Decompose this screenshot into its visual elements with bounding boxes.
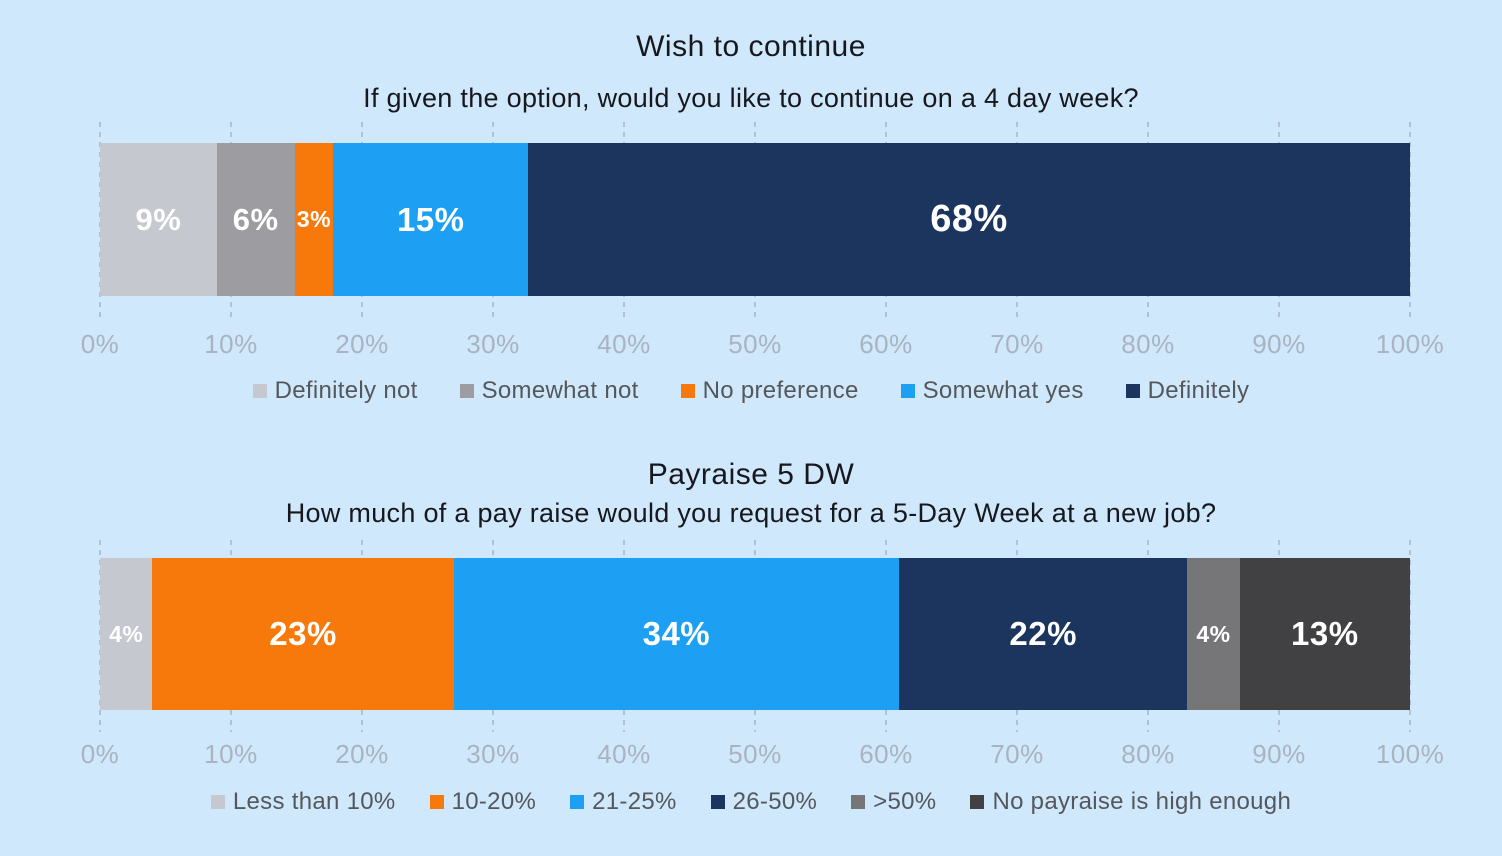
bar-segment-value-label: 6% [232,201,279,237]
legend-swatch-icon [429,795,444,809]
legend-swatch-icon [680,384,695,398]
legend-label: Less than 10% [232,788,396,815]
legend-swatch-icon [210,795,225,809]
gridline [1409,540,1411,732]
bar-segment-10-20: 23% [152,558,454,710]
bar-segment-value-label: 68% [930,198,1008,240]
bar-segment-definitely-not: 9% [100,143,217,296]
bar-segment-value-label: 34% [642,615,711,652]
chart-subtitle: How much of a pay raise would you reques… [285,498,1217,528]
legend-label: 21-25% [592,788,677,815]
x-axis-tick-label: 100% [1375,739,1445,769]
legend-item: >50% [851,788,936,816]
bar-segment-no-preference: 3% [294,143,334,296]
chart-wish-to-continue: Wish to continue If given the option, wo… [0,30,1502,405]
legend-swatch-icon [900,384,915,398]
x-axis-tick-label: 0% [80,329,120,359]
legend-item: No payraise is high enough [970,788,1291,816]
bar-segment-somewhat-yes: 15% [333,143,528,296]
x-axis-tick-label: 60% [859,329,913,359]
legend: Less than 10% 10-20% 21-25% 26-50% >50% No pa… [0,788,1502,816]
legend-item: Somewhat not [459,377,639,405]
x-axis-tick-label: 30% [466,739,520,769]
x-axis-tick-label: 50% [728,739,782,769]
bar-segment-50: 4% [1187,558,1240,710]
legend-item: Less than 10% [210,788,396,816]
x-axis-tick-label: 100% [1375,329,1445,359]
legend-label: 26-50% [732,788,818,815]
chart-title: Wish to continue [636,30,866,63]
bar-segment-value-label: 9% [135,201,182,237]
x-axis-tick-label: 70% [990,329,1044,359]
chart-title: Payraise 5 DW [647,458,855,491]
plot-area: 4% 23% 34% 22% 4% 13% [99,540,1411,732]
x-axis-tick-label: 80% [1121,739,1175,769]
legend-label: Definitely not [274,377,418,404]
plot-area: 9% 6% 3% 15% 68% [99,122,1411,318]
chart-payraise-5dw: Payraise 5 DW How much of a pay raise wo… [0,428,1502,856]
bar-segment-26-50: 22% [899,558,1188,710]
x-axis-tick-label: 90% [1252,329,1306,359]
x-axis: 0% 10% 20% 30% 40% 50% 60% 70% 80% 90% 100% [81,329,1444,361]
bar-segment-no-payraise-is-high-enough: 13% [1239,558,1410,710]
legend-label: >50% [873,788,937,815]
bar-segment-somewhat-not: 6% [216,143,295,296]
legend-item: 10-20% [429,788,537,816]
chart-subtitle: If given the option, would you like to c… [363,83,1139,113]
legend-item: 21-25% [570,788,677,816]
stacked-bar: 4% 23% 34% 22% 4% 13% [100,558,1410,710]
legend-swatch-icon [252,384,267,398]
stacked-bar: 9% 6% 3% 15% 68% [100,143,1410,296]
bar-segment-less-than-10: 4% [100,558,153,710]
legend-swatch-icon [1125,384,1140,398]
legend-swatch-icon [459,384,474,398]
x-axis-tick-label: 0% [80,739,120,769]
legend-swatch-icon [851,795,866,809]
x-axis-tick-label: 20% [335,739,389,769]
bar-segment-value-label: 13% [1291,615,1359,652]
legend-item: No preference [680,377,859,405]
x-axis: 0% 10% 20% 30% 40% 50% 60% 70% 80% 90% 100% [81,739,1444,771]
legend-label: Somewhat not [481,377,639,404]
legend-swatch-icon [570,795,585,809]
legend-swatch-icon [970,795,985,809]
bar-segment-value-label: 15% [396,200,465,238]
bar-segment-value-label: 4% [109,620,144,647]
bar-segment-21-25: 34% [453,558,900,710]
legend-label: 10-20% [451,788,537,815]
x-axis-tick-label: 80% [1121,329,1175,359]
bar-segment-value-label: 3% [296,206,332,232]
x-axis-tick-label: 90% [1252,739,1306,769]
legend-label: No payraise is high enough [992,788,1292,815]
legend-item: 26-50% [710,788,818,816]
legend-label: Definitely [1147,377,1250,404]
legend-item: Definitely [1125,377,1250,405]
bar-segment-value-label: 22% [1009,615,1077,652]
gridline [1409,122,1411,318]
x-axis-tick-label: 60% [859,739,913,769]
x-axis-tick-label: 20% [335,329,389,359]
x-axis-tick-label: 30% [466,329,520,359]
x-axis-tick-label: 50% [728,329,782,359]
bar-segment-value-label: 23% [269,615,337,652]
legend-item: Definitely not [252,377,418,405]
x-axis-tick-label: 10% [204,739,258,769]
bar-segment-definitely: 68% [528,143,1410,296]
x-axis-tick-label: 40% [597,739,651,769]
x-axis-tick-label: 10% [204,329,258,359]
legend-swatch-icon [710,795,725,809]
legend-label: Somewhat yes [922,377,1084,404]
legend-item: Somewhat yes [900,377,1084,405]
legend-label: No preference [702,377,859,404]
legend: Definitely not Somewhat not No preference S… [0,377,1502,405]
bar-segment-value-label: 4% [1196,620,1231,647]
x-axis-tick-label: 70% [990,739,1044,769]
x-axis-tick-label: 40% [597,329,651,359]
